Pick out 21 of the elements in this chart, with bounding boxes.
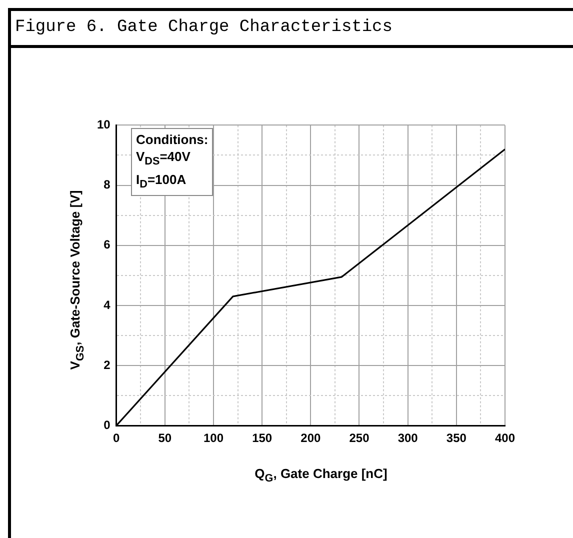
y-tick-label: 2 <box>104 358 111 372</box>
annotation: I$_{D}$=100A <box>136 170 188 192</box>
x-tick-label: 250 <box>349 431 370 446</box>
x-tick-label: 400 <box>494 431 516 446</box>
x-tick-label: 100 <box>203 431 224 446</box>
x-tick-label: 50 <box>158 431 172 446</box>
note-box: Conditions: V$_{DS}$=40V I$_{D}$=100A <box>131 128 214 196</box>
x-tick-label: 0 <box>113 431 120 446</box>
y-tick-label: 10 <box>96 118 111 132</box>
x-tick-label: 300 <box>398 431 418 446</box>
x-tick-label: 150 <box>252 431 272 446</box>
y-tick-label: 6 <box>104 238 111 252</box>
chart-title: Figure 6. Gate Charge Characteristics <box>11 11 573 48</box>
x-tick-label: 200 <box>300 431 321 446</box>
annotation: Conditions: <box>136 131 208 148</box>
x-tick-label: 350 <box>446 431 467 446</box>
y-tick-label: 4 <box>104 298 111 312</box>
x-axis-title: Q$_{G}$, Gate Charge [nC] <box>254 466 388 485</box>
y-tick-label: 0 <box>104 418 111 432</box>
annotation: V$_{DS}$=40V <box>136 148 192 170</box>
y-tick-label: 8 <box>104 178 111 192</box>
